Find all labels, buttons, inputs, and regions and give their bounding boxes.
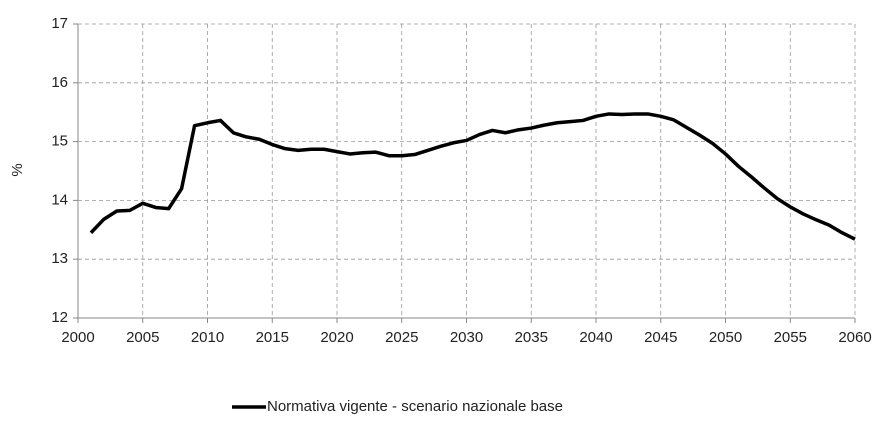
x-tick-label: 2040 bbox=[579, 329, 612, 346]
y-tick-label: 16 bbox=[51, 74, 68, 91]
x-tick-label: 2000 bbox=[61, 329, 94, 346]
x-tick-label: 2030 bbox=[450, 329, 483, 346]
legend-label: Normativa vigente - scenario nazionale b… bbox=[267, 398, 563, 415]
x-tick-label: 2035 bbox=[515, 329, 548, 346]
x-tick-label: 2010 bbox=[191, 329, 224, 346]
x-tick-label: 2045 bbox=[644, 329, 677, 346]
y-tick-label: 15 bbox=[51, 133, 68, 150]
y-tick-label: 12 bbox=[51, 309, 68, 326]
y-tick-label: 14 bbox=[51, 191, 68, 208]
line-series bbox=[89, 112, 856, 241]
x-tick-label: 2025 bbox=[385, 329, 418, 346]
x-tick-label: 2015 bbox=[256, 329, 289, 346]
y-axis-label: % bbox=[9, 163, 26, 176]
x-tick-label: 2020 bbox=[320, 329, 353, 346]
x-tick-label: 2050 bbox=[709, 329, 742, 346]
x-tick-label: 2055 bbox=[774, 329, 807, 346]
x-tick-label: 2005 bbox=[126, 329, 159, 346]
y-tick-label: 17 bbox=[51, 15, 68, 32]
x-tick-label: 2060 bbox=[838, 329, 871, 346]
y-tick-label: 13 bbox=[51, 250, 68, 267]
